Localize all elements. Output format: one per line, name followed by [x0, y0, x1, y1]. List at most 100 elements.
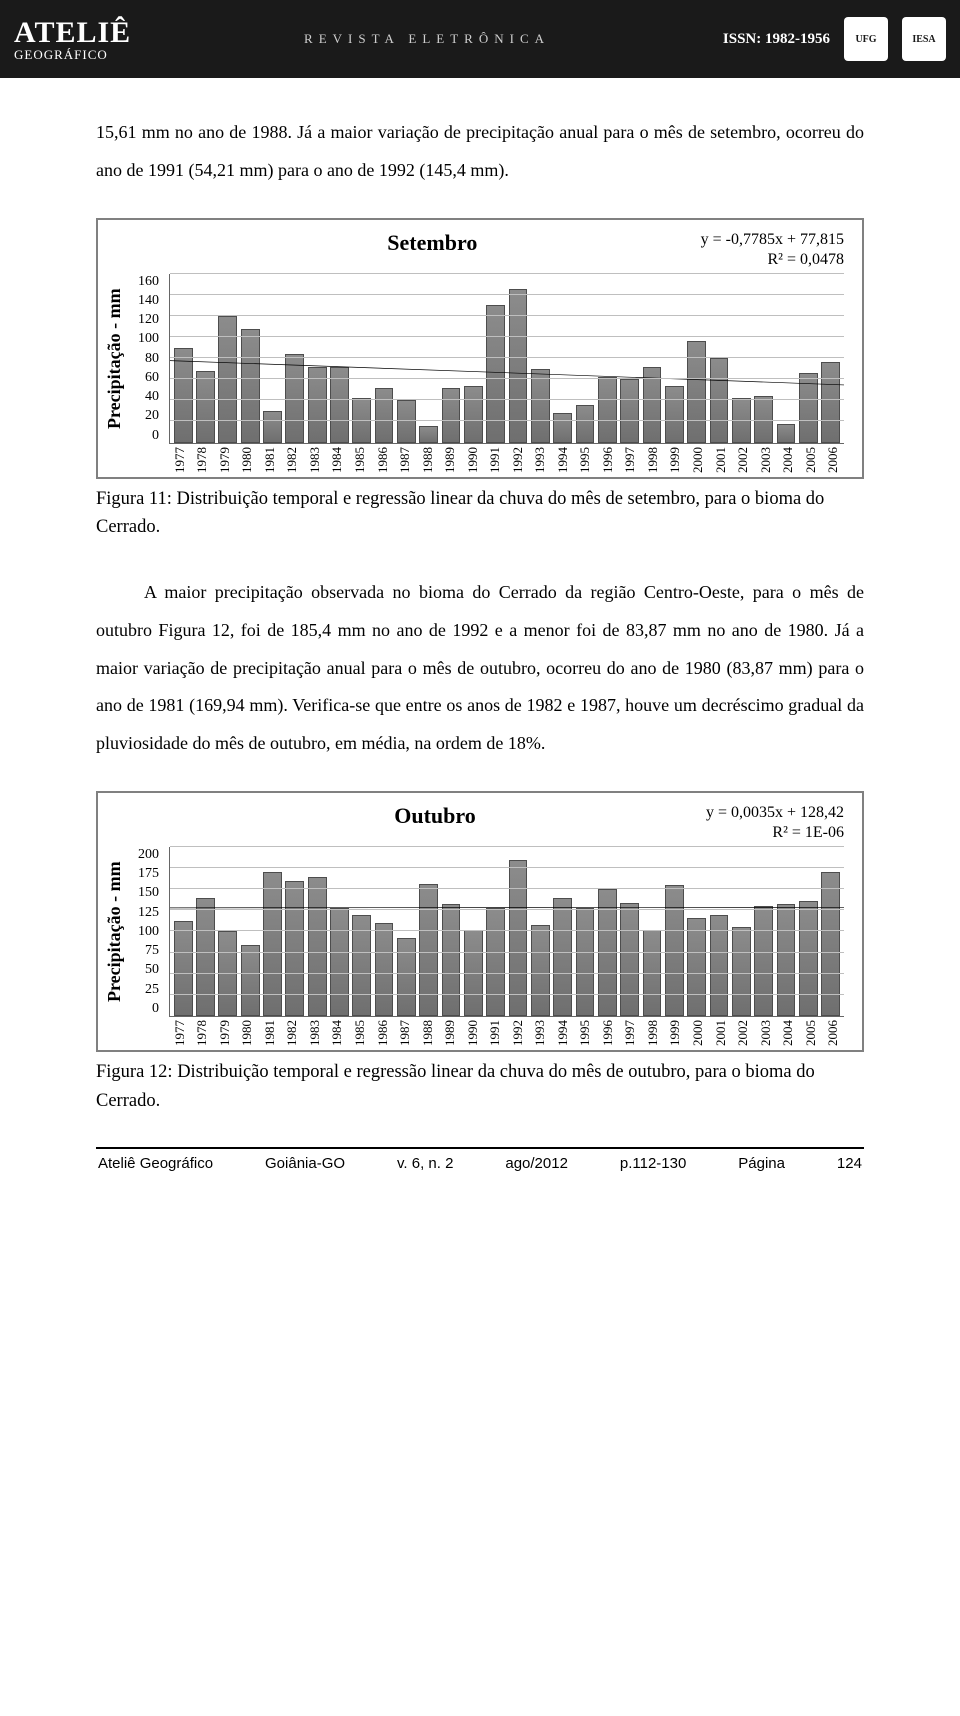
- chart1-title: Setembro: [164, 230, 701, 256]
- gridline: [170, 930, 844, 931]
- gridline: [170, 994, 844, 995]
- xtick: 2005: [804, 447, 817, 473]
- xtick: 2000: [691, 447, 704, 473]
- gridline: [170, 378, 844, 379]
- xtick: 2002: [736, 447, 749, 473]
- xtick: 1996: [601, 447, 614, 473]
- bar: [397, 400, 416, 442]
- xtick: 1985: [353, 447, 366, 473]
- xtick: 2003: [759, 1020, 772, 1046]
- gridline: [170, 973, 844, 974]
- gridline: [170, 273, 844, 274]
- xtick: 2003: [759, 447, 772, 473]
- xtick: 1979: [218, 447, 231, 473]
- gridline: [170, 315, 844, 316]
- logo-big: ATELIÊ: [14, 18, 131, 48]
- page-footer: Ateliê Geográfico Goiânia-GO v. 6, n. 2 …: [96, 1155, 864, 1184]
- bar: [509, 860, 528, 1016]
- ufg-badge: UFG: [844, 17, 888, 61]
- xtick: 1995: [578, 447, 591, 473]
- ytick: 175: [138, 866, 159, 882]
- xtick: 1982: [285, 447, 298, 473]
- gridline: [170, 399, 844, 400]
- xtick: 2001: [714, 447, 727, 473]
- ytick: 40: [145, 389, 159, 405]
- gridline: [170, 888, 844, 889]
- bar: [419, 884, 438, 1016]
- chart2-plot: [169, 847, 844, 1017]
- xtick: 1981: [263, 447, 276, 473]
- xtick: 1980: [240, 1020, 253, 1046]
- xtick: 2001: [714, 1020, 727, 1046]
- bar: [576, 908, 595, 1016]
- footer-page-num: 124: [837, 1155, 862, 1172]
- bar: [375, 388, 394, 443]
- xtick: 1990: [466, 447, 479, 473]
- gridline: [170, 420, 844, 421]
- xtick: 2006: [826, 447, 839, 473]
- chart2-title: Outubro: [164, 803, 706, 829]
- xtick: 1993: [533, 447, 546, 473]
- bar: [620, 379, 639, 442]
- ytick: 160: [138, 274, 159, 290]
- xtick: 1978: [195, 447, 208, 473]
- xtick: 1988: [421, 1020, 434, 1046]
- banner-issn: ISSN: 1982-1956: [723, 31, 830, 48]
- xtick: 1994: [556, 1020, 569, 1046]
- ytick: 150: [138, 885, 159, 901]
- xtick: 2002: [736, 1020, 749, 1046]
- chart-outubro: Outubro y = 0,0035x + 128,42 R² = 1E-06 …: [96, 791, 864, 1052]
- caption-figure-11: Figura 11: Distribuição temporal e regre…: [96, 485, 864, 542]
- bar: [799, 373, 818, 443]
- chart1-ylabel: Precipitação - mm: [104, 274, 125, 444]
- xtick: 1987: [398, 447, 411, 473]
- ytick: 80: [145, 351, 159, 367]
- gridline: [170, 846, 844, 847]
- chart1-equation: y = -0,7785x + 77,815 R² = 0,0478: [701, 230, 844, 270]
- bar: [620, 903, 639, 1016]
- bar: [821, 362, 840, 442]
- xtick: 1984: [330, 447, 343, 473]
- caption-figure-12: Figura 12: Distribuição temporal e regre…: [96, 1058, 864, 1115]
- bar: [464, 386, 483, 443]
- page-body: 15,61 mm no ano de 1988. Já a maior vari…: [0, 78, 960, 1208]
- ytick: 0: [152, 1001, 159, 1017]
- footer-city: Goiânia-GO: [265, 1155, 345, 1172]
- bar: [218, 931, 237, 1016]
- xtick: 1992: [511, 1020, 524, 1046]
- bar: [598, 377, 617, 442]
- bar: [710, 358, 729, 443]
- bar: [241, 945, 260, 1016]
- bar: [665, 885, 684, 1016]
- paragraph-2: A maior precipitação observada no bioma …: [96, 574, 864, 763]
- xtick: 1984: [330, 1020, 343, 1046]
- bar: [777, 904, 796, 1016]
- footer-rule: [96, 1147, 864, 1149]
- xtick: 1991: [488, 1020, 501, 1046]
- bar: [196, 371, 215, 443]
- bar: [598, 889, 617, 1016]
- gridline: [170, 294, 844, 295]
- bar: [285, 881, 304, 1016]
- chart2-ylabel: Precipitação - mm: [104, 847, 125, 1017]
- bar: [308, 877, 327, 1016]
- ytick: 125: [138, 905, 159, 921]
- bar: [732, 927, 751, 1016]
- xtick: 1999: [668, 447, 681, 473]
- xtick: 1980: [240, 447, 253, 473]
- bar: [754, 396, 773, 442]
- footer-vol: v. 6, n. 2: [397, 1155, 453, 1172]
- xtick: 2000: [691, 1020, 704, 1046]
- xtick: 2004: [781, 447, 794, 473]
- ytick: 120: [138, 312, 159, 328]
- xtick: 1994: [556, 447, 569, 473]
- xtick: 1978: [195, 1020, 208, 1046]
- chart2-eq-line2: R² = 1E-06: [706, 823, 844, 843]
- xtick: 1998: [646, 1020, 659, 1046]
- bar: [375, 923, 394, 1016]
- bar: [799, 901, 818, 1016]
- chart1-body: Precipitação - mm 160140120100806040200: [104, 274, 844, 444]
- xtick: 1977: [173, 1020, 186, 1046]
- chart2-body: Precipitação - mm 2001751501251007550250: [104, 847, 844, 1017]
- xtick: 1986: [376, 447, 389, 473]
